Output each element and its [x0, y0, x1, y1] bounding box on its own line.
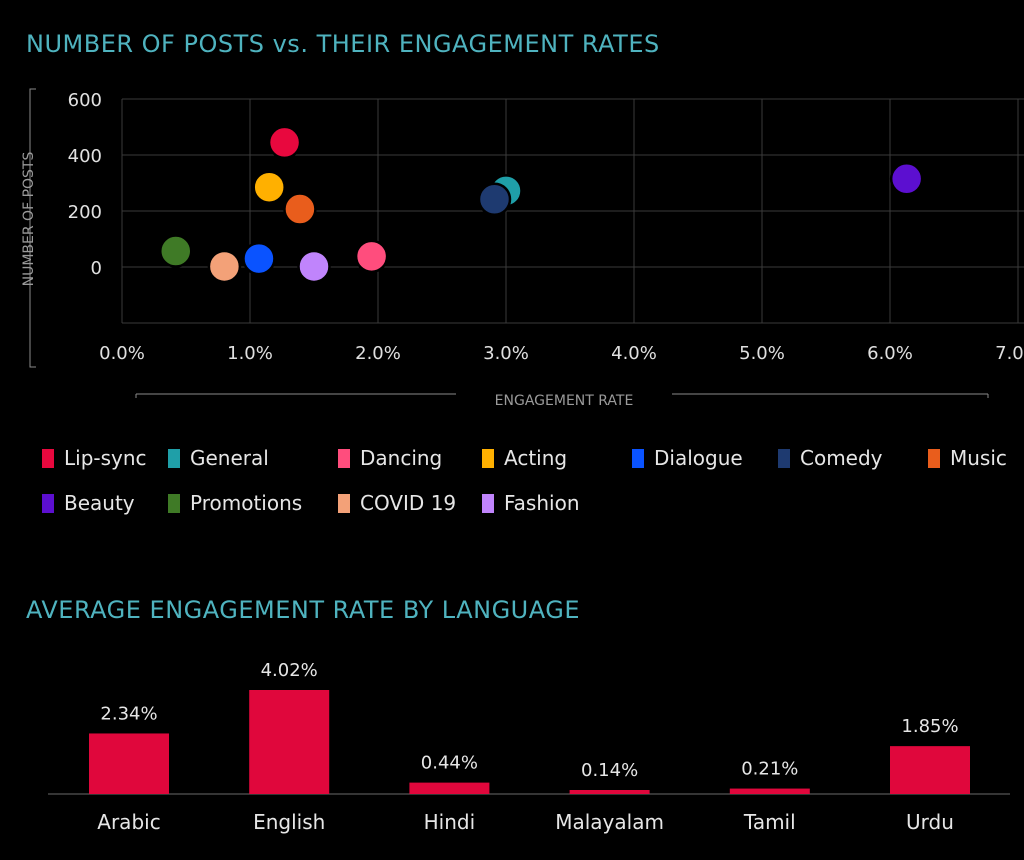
- bar-value-label: 1.85%: [901, 716, 958, 737]
- legend-swatch: [778, 448, 790, 468]
- point-dialogue[interactable]: [242, 241, 276, 276]
- legend-swatch: [168, 493, 180, 513]
- bar-value-label: 0.14%: [581, 760, 638, 781]
- legend-label: Dialogue: [654, 446, 743, 470]
- point-beauty[interactable]: [889, 162, 924, 196]
- legend-label: Music: [950, 446, 1007, 470]
- bar-category-label: Arabic: [97, 810, 160, 834]
- legend-label: Comedy: [800, 446, 883, 470]
- bar-category-label: Malayalam: [555, 810, 664, 834]
- legend-item-fashion[interactable]: Fashion: [482, 491, 580, 515]
- legend-swatch: [42, 448, 54, 468]
- legend-item-lip-sync[interactable]: Lip-sync: [42, 446, 147, 470]
- bar-hindi[interactable]: [409, 782, 490, 794]
- y-tick-label: 0: [91, 258, 102, 279]
- bar-value-label: 0.44%: [421, 753, 478, 774]
- x-axis-label: ENGAGEMENT RATE: [495, 393, 634, 409]
- x-tick-label: 6.0%: [867, 343, 913, 364]
- legend-label: COVID 19: [360, 491, 457, 515]
- scatter-grid: [121, 98, 1024, 324]
- legend-swatch: [338, 448, 350, 468]
- legend-swatch: [482, 493, 494, 513]
- x-tick-label: 3.0%: [483, 343, 529, 364]
- x-tick-label: 1.0%: [227, 343, 273, 364]
- legend-swatch: [482, 448, 494, 468]
- bar-category-label: Urdu: [906, 810, 954, 834]
- legend-label: Fashion: [504, 491, 580, 515]
- x-tick-label: 5.0%: [739, 343, 785, 364]
- x-tick-label: 7.0%: [995, 343, 1024, 364]
- bar-marks: 2.34% Arabic 4.02% English 0.44% Hindi 0.14% Ma…: [89, 660, 970, 834]
- legend-swatch: [168, 448, 180, 468]
- point-dancing[interactable]: [354, 239, 389, 274]
- point-music[interactable]: [283, 192, 317, 226]
- legend-label: Beauty: [64, 491, 135, 515]
- bar-malayalam[interactable]: [569, 790, 650, 794]
- legend-label: Lip-sync: [64, 446, 147, 470]
- bar-category-label: English: [253, 810, 325, 834]
- legend-label: Dancing: [360, 446, 443, 470]
- x-tick-label: 2.0%: [355, 343, 401, 364]
- y-axis-bracket: [29, 88, 36, 368]
- scatter-x-ticks: 0.0% 1.0% 2.0% 3.0% 4.0% 5.0% 6.0% 7.0%: [99, 343, 1024, 364]
- point-acting[interactable]: [252, 170, 286, 204]
- bar-chart-title: AVERAGE ENGAGEMENT RATE BY LANGUAGE: [26, 596, 581, 624]
- legend-label: Acting: [504, 446, 568, 470]
- legend-item-music[interactable]: Music: [928, 446, 1007, 470]
- y-tick-label: 200: [68, 202, 102, 223]
- legend-item-dancing[interactable]: Dancing: [338, 446, 442, 470]
- legend-label: General: [190, 446, 269, 470]
- legend-item-promotions[interactable]: Promotions: [168, 491, 302, 515]
- y-axis-label: NUMBER OF POSTS: [21, 152, 37, 287]
- bar-value-label: 4.02%: [261, 660, 318, 681]
- bar-chart: 2.34% Arabic 4.02% English 0.44% Hindi 0.14% Ma…: [48, 660, 1010, 834]
- legend-swatch: [928, 448, 940, 468]
- bar-category-label: Tamil: [743, 810, 796, 834]
- legend-label: Promotions: [190, 491, 303, 515]
- scatter-chart-title: NUMBER OF POSTS vs. THEIR ENGAGEMENT RAT…: [26, 30, 660, 58]
- scatter-points: [159, 125, 924, 284]
- point-promotions[interactable]: [159, 234, 193, 268]
- legend-item-acting[interactable]: Acting: [482, 446, 567, 470]
- point-lip-sync[interactable]: [267, 125, 302, 160]
- bar-urdu[interactable]: [890, 746, 970, 794]
- legend-item-beauty[interactable]: Beauty: [42, 491, 135, 515]
- bar-value-label: 0.21%: [741, 759, 798, 780]
- point-covid-19[interactable]: [207, 249, 242, 284]
- bar-tamil[interactable]: [729, 788, 810, 794]
- legend-swatch: [632, 448, 644, 468]
- x-tick-label: 0.0%: [99, 343, 145, 364]
- scatter-chart: 0 200 400 600 0.0% 1.0% 2.0% 3.0% 4.0% 5.0% 6.0% 7…: [21, 88, 1024, 409]
- bar-category-label: Hindi: [424, 810, 476, 834]
- legend-swatch: [338, 493, 350, 513]
- y-tick-label: 600: [68, 90, 102, 111]
- point-comedy[interactable]: [477, 182, 512, 216]
- bar-value-label: 2.34%: [100, 703, 157, 724]
- y-tick-label: 400: [68, 146, 102, 167]
- point-fashion[interactable]: [297, 249, 331, 284]
- legend-swatch: [42, 493, 54, 513]
- bar-english[interactable]: [249, 690, 330, 794]
- scatter-y-ticks: 0 200 400 600: [68, 90, 102, 279]
- x-tick-label: 4.0%: [611, 343, 657, 364]
- bar-arabic[interactable]: [89, 733, 169, 794]
- legend-item-comedy[interactable]: Comedy: [778, 446, 883, 470]
- legend-item-general[interactable]: General: [168, 446, 269, 470]
- legend-item-dialogue[interactable]: Dialogue: [632, 446, 743, 470]
- legend-item-covid-19[interactable]: COVID 19: [338, 491, 456, 515]
